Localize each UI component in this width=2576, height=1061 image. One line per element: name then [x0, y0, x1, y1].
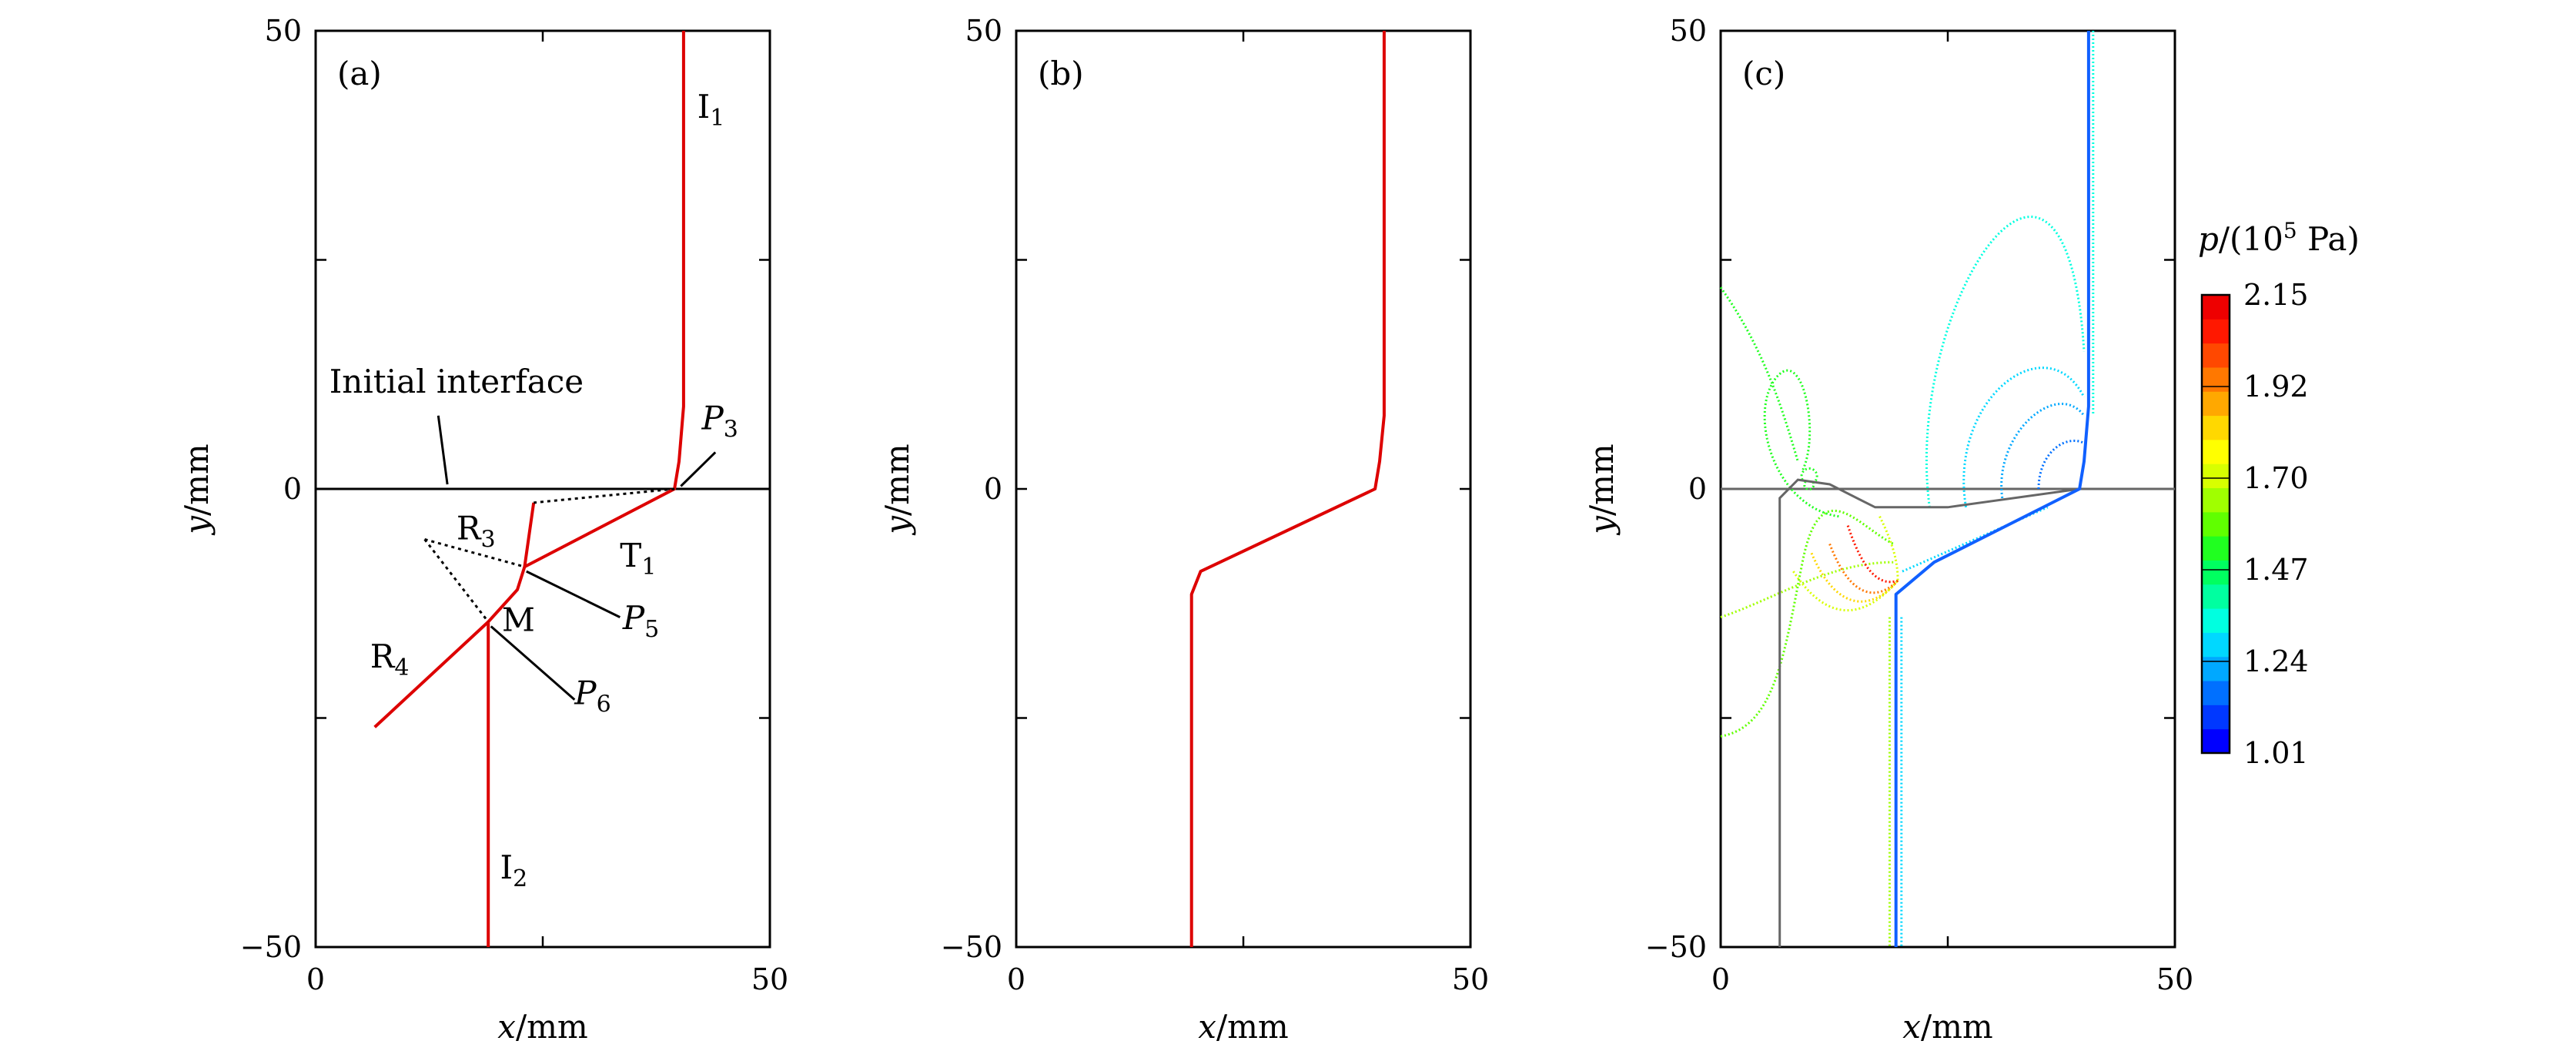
y-tick-label: −50: [1645, 930, 1707, 964]
annotation-label: T1: [620, 537, 656, 581]
colorbar-segment: [2202, 440, 2230, 464]
wave-line: [524, 503, 534, 567]
x-axis-label: x/mm: [497, 1008, 588, 1046]
x-tick-label: 0: [1007, 962, 1025, 996]
colorbar-segment: [2202, 536, 2230, 561]
colorbar-title: p/(105 Pa): [2198, 218, 2360, 258]
x-tick-label: 50: [2156, 962, 2193, 996]
pressure-contour: [1721, 510, 1893, 736]
y-tick-label: 50: [265, 14, 302, 48]
pressure-contour: [2039, 440, 2084, 489]
wave-line: [1192, 31, 1384, 947]
x-tick-label: 50: [1452, 962, 1489, 996]
colorbar-tick-label: 1.92: [2243, 370, 2309, 403]
pressure-contour: [1880, 517, 1899, 581]
y-axis-label: y/mm: [1583, 443, 1621, 536]
y-axis-label: y/mm: [878, 443, 916, 536]
colorbar-segment: [2202, 657, 2230, 681]
dotted-wave-line: [425, 540, 489, 622]
colorbar-tick-label: 1.24: [2243, 644, 2309, 678]
y-tick-label: −50: [941, 930, 1002, 964]
annotation-label: I1: [698, 88, 725, 132]
colorbar-segment: [2202, 729, 2230, 754]
pressure-contour: [1765, 370, 1838, 517]
pressure-contour: [1926, 217, 2084, 507]
colorbar-segment: [2202, 416, 2230, 440]
pressure-contour: [1721, 287, 1798, 461]
colorbar-segment: [2202, 367, 2230, 392]
panel-label: (a): [337, 55, 382, 92]
pressure-contour: [1721, 562, 1893, 617]
annotation-label: M: [502, 601, 535, 638]
pressure-contour: [1830, 544, 1899, 592]
panel-label: (c): [1742, 55, 1785, 92]
panel-label: (b): [1038, 55, 1084, 92]
colorbar: 2.15 1.92 1.70 1.47 1.24 1.01 p/(105 Pa): [2198, 218, 2360, 770]
colorbar-segment: [2202, 488, 2230, 513]
pressure-contour: [1964, 368, 2084, 507]
annotation-label: P5: [622, 599, 659, 643]
x-tick-label: 0: [1711, 962, 1730, 996]
annotation-label: Initial interface: [330, 363, 584, 400]
y-tick-label: 0: [984, 472, 1002, 506]
plot-frame: [1016, 31, 1470, 947]
annotation-leader: [438, 416, 447, 484]
x-axis-label: x/mm: [1198, 1008, 1289, 1046]
colorbar-segment: [2202, 295, 2230, 320]
annotation-label: I2: [500, 848, 528, 892]
x-tick-label: 50: [751, 962, 788, 996]
colorbar-tick-label: 2.15: [2243, 278, 2309, 312]
y-tick-label: 0: [1688, 472, 1707, 506]
y-tick-label: −50: [240, 930, 302, 964]
material-interface-line: [1780, 480, 2079, 947]
colorbar-tick-label: 1.47: [2243, 553, 2309, 587]
annotation-label: P3: [701, 400, 738, 443]
colorbar-segment: [2202, 705, 2230, 729]
colorbar-segment: [2202, 391, 2230, 416]
colorbar-tick-label: 1.70: [2243, 461, 2309, 495]
colorbar-segment: [2202, 560, 2230, 584]
pressure-contour: [2002, 404, 2084, 498]
colorbar-segment: [2202, 464, 2230, 488]
annotation-label: P6: [574, 674, 611, 718]
y-tick-label: 50: [965, 14, 1002, 48]
colorbar-segment: [2202, 681, 2230, 705]
annotation-leader: [527, 571, 621, 618]
pressure-contour: [1802, 469, 1817, 490]
annotation-label: R4: [370, 638, 410, 681]
annotation-label: R3: [457, 509, 496, 553]
colorbar-segment: [2202, 343, 2230, 368]
annotation-leader: [681, 452, 715, 486]
colorbar-segment: [2202, 512, 2230, 537]
y-tick-label: 50: [1670, 14, 1707, 48]
y-tick-label: 0: [283, 472, 302, 506]
colorbar-segment: [2202, 584, 2230, 609]
y-axis-label: y/mm: [178, 443, 216, 536]
pressure-contour: [1812, 553, 1898, 601]
pressure-contour: [1848, 526, 1898, 582]
colorbar-segment: [2202, 632, 2230, 657]
colorbar-segment: [2202, 608, 2230, 633]
x-axis-label: x/mm: [1902, 1008, 1993, 1046]
colorbar-segment: [2202, 319, 2230, 343]
x-tick-label: 0: [306, 962, 325, 996]
colorbar-tick-label: 1.01: [2243, 736, 2309, 770]
